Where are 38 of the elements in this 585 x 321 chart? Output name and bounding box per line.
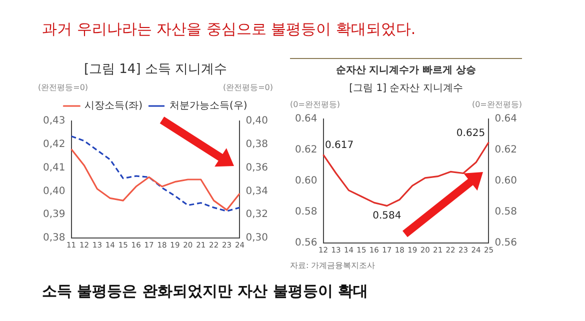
y2-tick-label: 0,32 xyxy=(246,209,268,220)
y2-tick-label: 0,34 xyxy=(246,186,268,197)
y-tick-label: 0.62 xyxy=(295,144,318,156)
y2-tick-label: 0.60 xyxy=(494,176,517,187)
chart-title: [그림 14] 소득 지니계수 xyxy=(82,61,228,79)
y-tick-label: 0,42 xyxy=(43,138,66,150)
y2-tick-label: 0.56 xyxy=(494,238,517,249)
y-tick-label: 0.60 xyxy=(295,176,318,187)
text: (0=완전평등) xyxy=(290,99,340,110)
text: (완전평등=0) xyxy=(222,82,273,93)
line-series xyxy=(70,135,241,212)
y2-tick-label: 0.64 xyxy=(494,114,517,125)
y-tick-label: 0,40 xyxy=(43,186,66,197)
data-label: 0.625 xyxy=(456,128,486,139)
y2-tick-label: 0,40 xyxy=(246,116,268,127)
data-label: 0.584 xyxy=(372,210,402,222)
y2-tick-label: 0.58 xyxy=(494,206,517,218)
y-tick-label: 0,41 xyxy=(43,162,66,174)
text: (0=완전평등) xyxy=(472,99,522,110)
y-tick-label: 0,43 xyxy=(43,116,66,127)
y2-tick-label: 0,36 xyxy=(246,162,268,174)
data-label: 0.617 xyxy=(324,140,354,152)
y2-tick-label: 0.62 xyxy=(494,144,517,156)
y-tick-label: 0.64 xyxy=(295,114,318,125)
y2-tick-label: 0,38 xyxy=(246,138,268,150)
text: (완전평등=0) xyxy=(38,82,88,93)
chart-title: [그림 1] 순자산 지니계수 xyxy=(348,82,464,96)
chart-subtitle: 순자산 지니계수가 빠르게 상승 xyxy=(290,58,522,79)
text: 자료: 가계금융복지조사 xyxy=(290,260,376,271)
y-tick-label: 0,39 xyxy=(43,209,66,220)
y-tick-label: 0.58 xyxy=(295,206,318,218)
y-tick-label: 0,38 xyxy=(43,232,66,244)
text: 과거 우리나라는 자산을 중심으로 불평등이 확대되었다. xyxy=(42,20,416,39)
legend-label: 처분가능소득(우) xyxy=(170,100,248,112)
y-tick-label: 0.56 xyxy=(295,238,318,249)
y2-tick-label: 0,30 xyxy=(246,232,268,244)
text: 소득 불평등은 완화되었지만 자산 불평등이 확대 xyxy=(42,282,368,301)
legend-label: 시장소득(좌) xyxy=(84,100,143,112)
